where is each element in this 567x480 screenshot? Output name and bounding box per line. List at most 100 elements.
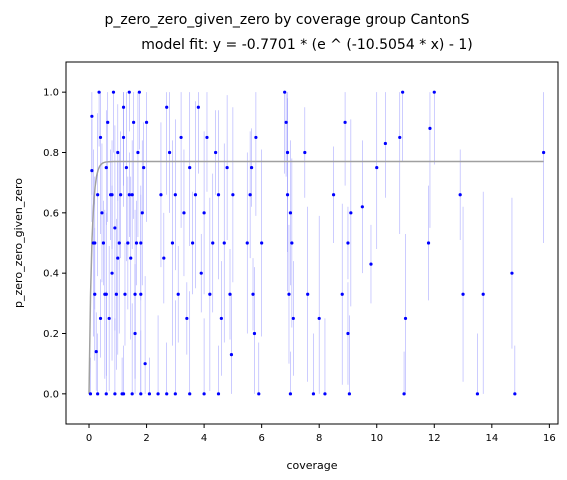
x-tick-label: 2	[143, 433, 149, 444]
data-point	[542, 150, 546, 155]
data-point	[461, 292, 465, 296]
data-point	[139, 392, 143, 396]
data-point	[116, 256, 120, 260]
data-point	[211, 241, 215, 245]
y-tick-label: 0.4	[43, 269, 59, 280]
data-point	[106, 120, 110, 124]
data-point	[306, 292, 310, 296]
data-point	[98, 135, 103, 140]
data-point	[222, 241, 226, 245]
data-point	[185, 316, 189, 321]
data-point	[254, 135, 258, 140]
data-point	[96, 392, 100, 396]
data-point	[130, 193, 134, 197]
data-point	[173, 392, 177, 396]
data-point	[251, 292, 255, 296]
data-point	[208, 292, 212, 296]
data-point	[260, 241, 264, 245]
data-point	[129, 256, 133, 260]
data-point	[170, 241, 175, 245]
data-point	[165, 105, 169, 109]
data-point	[139, 292, 143, 296]
data-point	[100, 211, 104, 215]
data-point	[343, 120, 347, 124]
data-point	[360, 205, 364, 209]
x-tick-label: 6	[258, 433, 264, 444]
data-point	[139, 241, 143, 245]
data-point	[323, 392, 327, 396]
y-tick-label: 0.8	[43, 148, 59, 159]
x-axis: 0 2 4 6 8 10 12 14 16	[86, 424, 556, 444]
y-tick-label: 0.2	[43, 329, 59, 340]
data-point	[214, 150, 218, 155]
data-point	[107, 316, 111, 321]
y-tick-label: 0.6	[43, 208, 59, 219]
data-point	[127, 90, 131, 94]
data-point	[249, 165, 254, 170]
data-point	[121, 392, 126, 396]
data-point	[90, 114, 94, 118]
data-point	[104, 292, 108, 296]
data-point	[133, 292, 137, 296]
data-point	[137, 90, 141, 94]
data-point	[401, 90, 405, 94]
data-point	[182, 211, 186, 215]
data-point	[133, 331, 137, 336]
data-point	[383, 141, 387, 146]
data-point	[285, 150, 290, 155]
data-point	[290, 241, 294, 245]
x-tick-label: 10	[370, 433, 383, 444]
data-point	[347, 392, 352, 396]
data-point	[402, 392, 406, 396]
data-point	[252, 331, 257, 336]
data-point	[130, 392, 134, 396]
data-point	[173, 193, 177, 197]
data-point	[97, 90, 101, 94]
data-point	[216, 392, 221, 396]
y-axis: 0.0 0.2 0.4 0.6 0.8 1.0	[43, 88, 66, 400]
data-point	[110, 193, 114, 197]
model-fit-line	[88, 160, 544, 394]
plot-area	[88, 90, 546, 396]
data-point	[340, 292, 344, 296]
x-axis-label: coverage	[286, 459, 337, 472]
data-point	[98, 316, 103, 321]
data-point	[113, 226, 117, 230]
data-point	[317, 316, 321, 321]
data-point	[288, 211, 293, 215]
x-tick-label: 0	[86, 433, 92, 444]
data-point	[124, 165, 129, 170]
data-point	[481, 292, 485, 296]
x-tick-label: 16	[543, 433, 556, 444]
data-point	[113, 392, 117, 396]
x-tick-label: 4	[201, 433, 207, 444]
data-point	[331, 193, 336, 197]
data-point	[219, 316, 223, 321]
data-point	[162, 256, 166, 260]
data-point	[119, 193, 123, 197]
data-point	[156, 392, 160, 396]
data-point	[216, 193, 221, 197]
data-point	[134, 241, 139, 245]
data-point	[121, 135, 126, 140]
data-point	[225, 165, 229, 170]
data-point	[136, 150, 140, 155]
data-point	[176, 292, 180, 296]
data-point	[346, 241, 350, 245]
data-point	[126, 241, 130, 245]
data-point	[188, 392, 192, 396]
data-point	[179, 135, 183, 140]
data-point	[93, 292, 97, 296]
data-point	[90, 169, 94, 173]
data-point	[93, 241, 97, 245]
data-point	[196, 105, 200, 109]
data-point	[257, 392, 261, 396]
data-point	[143, 362, 147, 366]
y-tick-label: 0.0	[43, 389, 59, 400]
data-point	[101, 241, 106, 245]
data-point	[475, 392, 480, 396]
data-point	[369, 262, 373, 266]
y-axis-label: p_zero_zero_given_zero	[12, 178, 25, 308]
data-point	[426, 241, 431, 245]
